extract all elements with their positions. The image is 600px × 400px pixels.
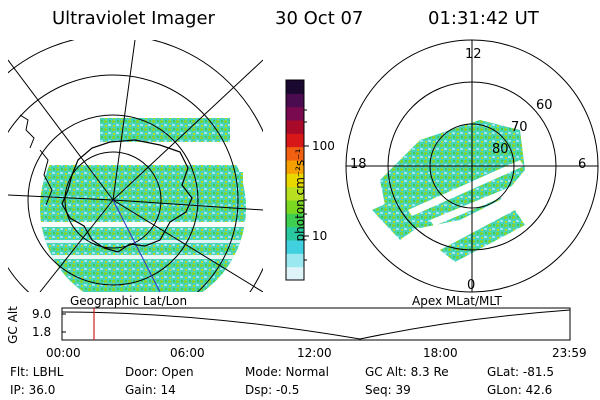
colorbar-swatch: [286, 146, 304, 161]
colorbar-tick-10: 10: [312, 229, 328, 243]
seq-readout: Seq: 39: [365, 383, 411, 397]
mlt-label-12: 12: [465, 47, 482, 62]
mlat-label-60: 60: [536, 98, 553, 113]
colorbar-swatch: [286, 106, 304, 121]
geographic-caption: Geographic Lat/Lon: [70, 294, 188, 308]
time-tick-0: 00:00: [46, 346, 81, 360]
mlat-label-70: 70: [511, 120, 528, 135]
altitude-ylabel: GC Alt: [5, 306, 20, 344]
colorbar-swatch: [286, 120, 304, 134]
colorbar-swatch: [286, 213, 304, 228]
mode-readout: Mode: Normal: [245, 365, 329, 379]
apex-caption: Apex MLat/MLT: [412, 294, 502, 308]
continent-outline: [61, 139, 193, 253]
time-tick-3: 18:00: [423, 346, 458, 360]
altitude-ytick-1.8: 1.8: [32, 325, 52, 339]
time-label: 01:31:42 UT: [428, 8, 539, 29]
time-tick-2: 12:00: [297, 346, 332, 360]
mlt-label-18: 18: [350, 157, 367, 172]
colorbar-swatch: [286, 226, 304, 241]
colorbar-swatch: [286, 240, 304, 254]
colorbar-swatch: [286, 93, 304, 108]
mlt-label-0: 0: [467, 278, 476, 293]
door-readout: Door: Open: [125, 365, 194, 379]
colorbar-unit-label: photon cm⁻²s⁻¹: [293, 148, 307, 242]
glon-readout: GLon: 42.6: [487, 383, 553, 397]
date-label: 30 Oct 07: [275, 8, 364, 29]
time-tick-4: 23:59: [552, 346, 587, 360]
colorbar-tick-100: 100: [312, 139, 335, 153]
mlt-label-6: 6: [578, 157, 587, 172]
geographic-map: [8, 40, 263, 292]
altitude-plot: [61, 307, 571, 341]
colorbar: [285, 79, 309, 281]
ip-readout: IP: 36.0: [10, 383, 56, 397]
colorbar-swatch: [286, 160, 304, 174]
colorbar-swatch: [286, 80, 304, 94]
magnetic-polar-plot: [345, 39, 599, 293]
filter-readout: Flt: LBHL: [10, 365, 64, 379]
colorbar-swatch: [286, 253, 304, 268]
colorbar-swatch: [286, 266, 304, 281]
colorbar-swatch: [286, 133, 304, 148]
time-tick-1: 06:00: [170, 346, 205, 360]
instrument-title: Ultraviolet Imager: [52, 8, 215, 29]
altitude-ytick-9: 9.0: [32, 307, 52, 321]
gain-readout: Gain: 14: [125, 383, 176, 397]
altitude-curve: [61, 309, 571, 340]
gcalt-readout: GC Alt: 8.3 Re: [365, 365, 449, 379]
colorbar-swatch: [286, 200, 304, 214]
mlat-label-80: 80: [492, 142, 509, 157]
colorbar-swatch: [286, 186, 304, 201]
colorbar-swatch: [286, 173, 304, 188]
glat-readout: GLat: -81.5: [487, 365, 554, 379]
dsp-readout: Dsp: -0.5: [245, 383, 300, 397]
